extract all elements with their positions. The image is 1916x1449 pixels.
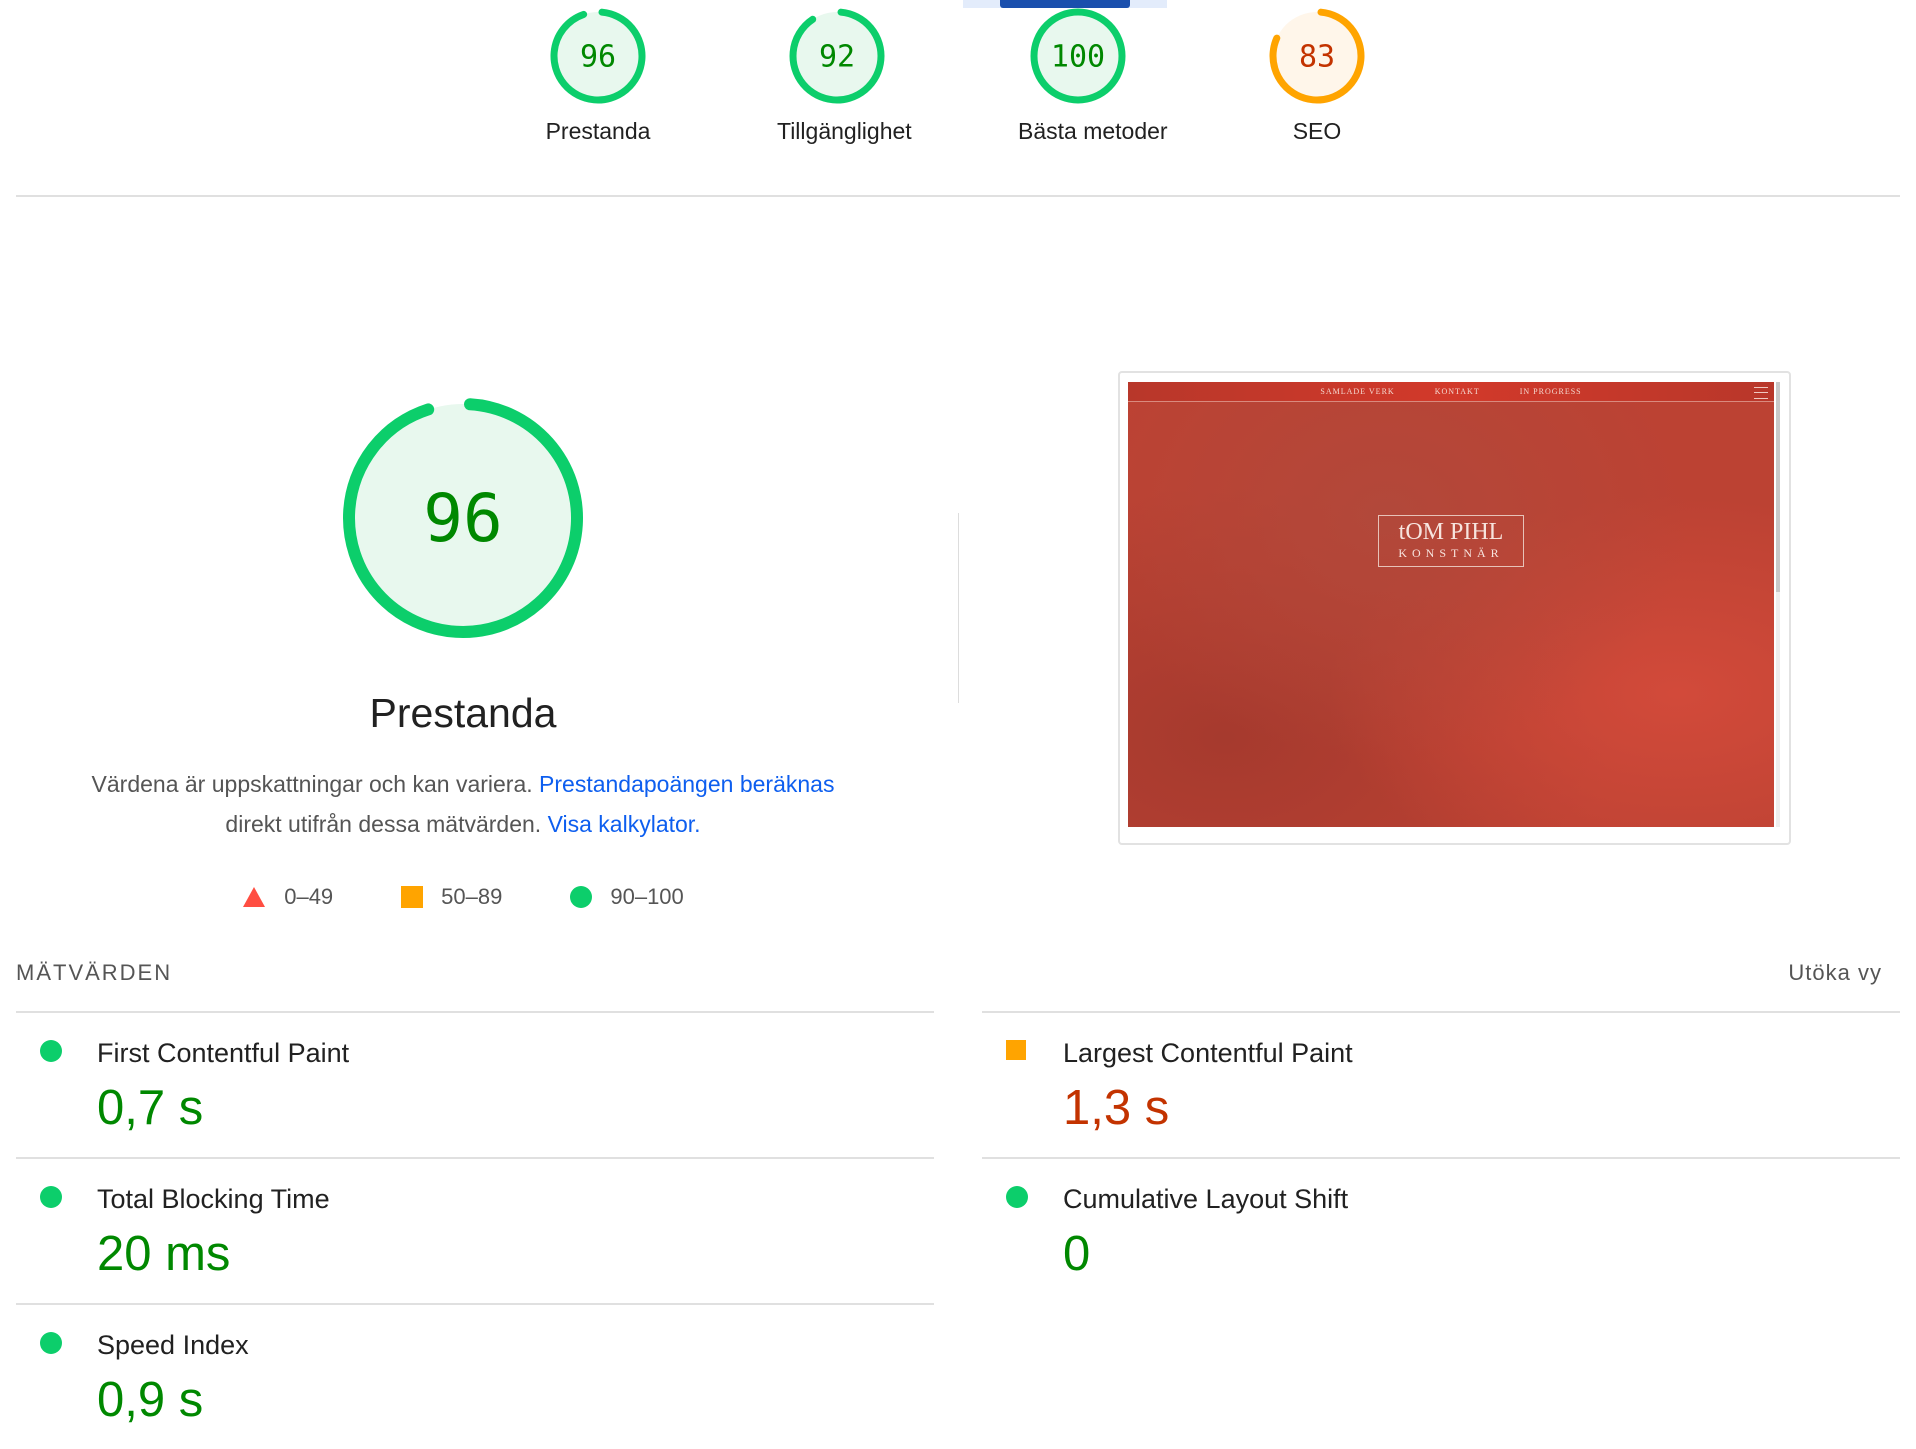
divider (16, 1011, 934, 1013)
nav-item: IN PROGRESS (1519, 387, 1582, 396)
screenshot-scrollbar (1776, 382, 1780, 827)
legend-fail: 0–49 (242, 884, 333, 910)
expand-view-toggle[interactable]: Utöka vy (1788, 960, 1882, 985)
metric-cumulative-layout-shift: Cumulative Layout Shift 0 (982, 1158, 1900, 1303)
screenshot-image: SAMLADE VERK KONTAKT IN PROGRESS tOM PIH… (1128, 382, 1774, 827)
logo-name: tOM PIHL (1398, 519, 1504, 545)
gauge-score: 100 (1051, 40, 1105, 75)
gauge-arc (550, 8, 646, 104)
metric-value: 0,9 s (97, 1373, 204, 1427)
menu-icon (1754, 387, 1768, 399)
metric-name: Cumulative Layout Shift (1063, 1184, 1349, 1214)
vertical-divider (958, 513, 959, 703)
active-tab-indicator (1000, 0, 1130, 8)
metric-value: 0 (1063, 1227, 1091, 1281)
pass-circle-icon (40, 1186, 62, 1208)
gauge-icon: 83 (1269, 8, 1365, 104)
desc-text: Värdena är uppskattningar och kan varier… (91, 771, 540, 797)
metric-name: Largest Contentful Paint (1063, 1038, 1353, 1068)
main-category-title: Prestanda (369, 690, 557, 736)
main-gauge: 96 (341, 396, 585, 645)
legend-range: 50–89 (441, 884, 503, 909)
gauge-score: 83 (1299, 40, 1335, 75)
metric-largest-contentful-paint: Largest Contentful Paint 1,3 s (982, 1012, 1900, 1159)
site-logo: tOM PIHL KONSTNÄR (1378, 515, 1524, 567)
pass-circle-icon (1006, 1186, 1028, 1208)
legend-range: 0–49 (284, 884, 334, 909)
metric-name: Total Blocking Time (97, 1184, 330, 1214)
divider (16, 195, 1900, 197)
main-gauge-arc: 96 (343, 398, 583, 638)
metric-first-contentful-paint: First Contentful Paint 0,7 s (16, 1012, 934, 1159)
metric-speed-index: Speed Index 0,9 s (16, 1304, 934, 1449)
gauge-score: 92 (819, 40, 855, 75)
score-calc-link[interactable]: Prestandapoängen beräknas (539, 771, 835, 797)
average-square-icon (1006, 1040, 1026, 1060)
metric-value: 1,3 s (1063, 1081, 1170, 1135)
gauge-background (793, 12, 881, 100)
metrics-section-title: MÄTVÄRDEN (16, 960, 173, 985)
score-description: Värdena är uppskattningar och kan varier… (40, 764, 886, 844)
gauge-arc (1269, 8, 1365, 104)
nav-item: KONTAKT (1434, 387, 1480, 396)
desc-text: direkt utifrån dessa mätvärden. (225, 811, 548, 837)
gauge-background (1034, 12, 1122, 100)
gauge-background (1273, 12, 1361, 100)
gauge-label: Tillgänglighet (777, 118, 912, 144)
gauge-icon: 100 (1030, 8, 1126, 104)
category-gauge-seo[interactable]: 83 SEO (1257, 6, 1377, 145)
metric-total-blocking-time: Total Blocking Time 20 ms (16, 1158, 934, 1305)
pass-circle-icon (40, 1332, 62, 1354)
legend-average: 50–89 (401, 884, 502, 910)
category-gauge-tillgänglighet[interactable]: 92 Tillgänglighet (777, 6, 912, 145)
pass-circle-icon (40, 1040, 62, 1062)
logo-subtitle: KONSTNÄR (1398, 546, 1504, 560)
gauge-background (554, 12, 642, 100)
gauge-score: 96 (580, 40, 616, 75)
gauge-arc (1030, 8, 1126, 104)
nav-item: SAMLADE VERK (1320, 387, 1395, 396)
gauge-score: 96 (423, 480, 502, 557)
gauge-arc (789, 8, 885, 104)
calculator-link[interactable]: Visa kalkylator. (547, 811, 701, 837)
metric-value: 20 ms (97, 1227, 231, 1281)
circle-icon (570, 886, 593, 908)
divider (982, 1011, 1900, 1013)
metric-name: First Contentful Paint (97, 1038, 350, 1068)
category-gauge-prestanda[interactable]: 96 Prestanda (538, 6, 658, 145)
page-screenshot-thumbnail[interactable]: SAMLADE VERK KONTAKT IN PROGRESS tOM PIH… (1118, 371, 1791, 845)
square-icon (401, 886, 424, 908)
triangle-icon (243, 887, 266, 907)
legend-pass: 90–100 (570, 884, 684, 910)
legend-range: 90–100 (610, 884, 684, 909)
metric-value: 0,7 s (97, 1081, 204, 1135)
score-legend: 0–49 50–89 90–100 (0, 884, 926, 910)
gauge-label: Prestanda (545, 118, 651, 144)
gauge-label: SEO (1292, 118, 1342, 144)
metric-name: Speed Index (97, 1330, 249, 1360)
gauge-label: Bästa metoder (1018, 118, 1168, 144)
gauge-background (349, 404, 577, 632)
category-gauge-bästa-metoder[interactable]: 100 Bästa metoder (1018, 6, 1168, 145)
screenshot-nav: SAMLADE VERK KONTAKT IN PROGRESS (1128, 382, 1774, 402)
gauge-arc (343, 398, 583, 638)
gauge-icon: 96 (550, 8, 646, 104)
gauge-icon: 92 (789, 8, 885, 104)
